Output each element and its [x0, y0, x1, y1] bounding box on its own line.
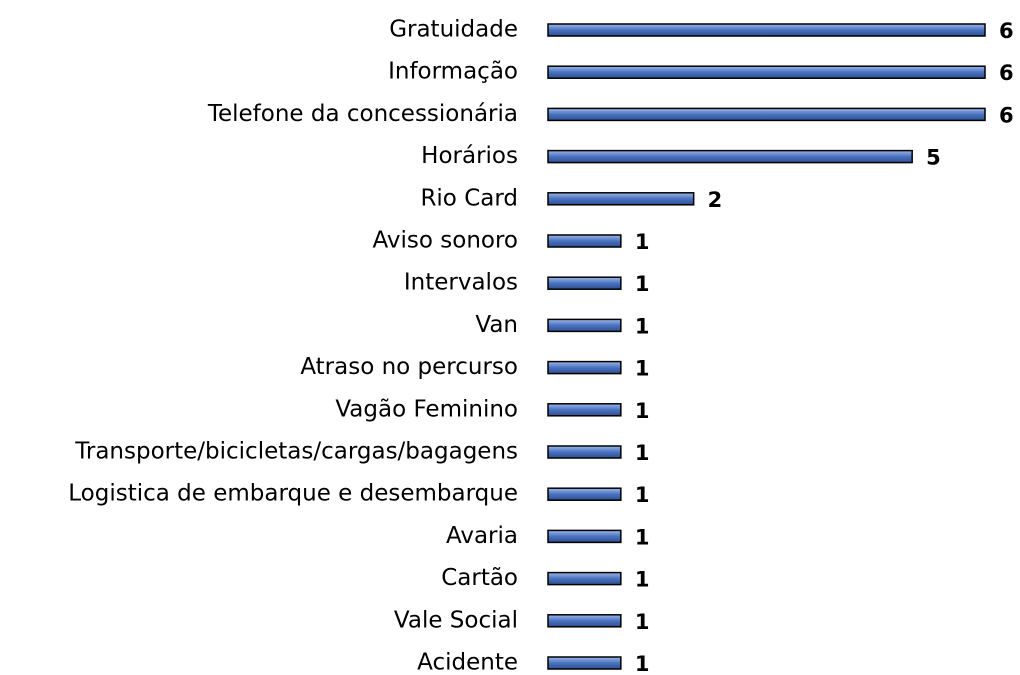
- value-label: 1: [635, 399, 650, 423]
- category-label: Vagão Feminino: [335, 396, 518, 422]
- bar: [547, 318, 622, 333]
- value-label: 1: [635, 357, 650, 381]
- bar: [547, 403, 622, 417]
- value-label: 1: [635, 441, 650, 465]
- value-label: 2: [708, 188, 723, 212]
- bar: [547, 276, 622, 290]
- bar: [547, 571, 622, 586]
- category-label: Cartão: [441, 565, 518, 591]
- value-label: 1: [635, 610, 650, 634]
- bar: [547, 445, 622, 459]
- value-label: 1: [635, 568, 650, 592]
- category-label: Informação: [388, 59, 518, 85]
- bar: [547, 192, 695, 206]
- value-label: 6: [999, 19, 1014, 43]
- category-label: Atraso no percurso: [300, 354, 518, 380]
- category-label: Transporte/bicicletas/cargas/bagagens: [74, 439, 518, 465]
- category-label: Telefone da concessionária: [207, 101, 518, 127]
- bar: [547, 107, 986, 122]
- value-label: 1: [635, 652, 650, 675]
- category-label: Rio Card: [420, 185, 518, 211]
- bar: [547, 656, 622, 670]
- category-label: Van: [475, 312, 518, 338]
- category-label: Gratuidade: [389, 17, 518, 43]
- bar: [547, 529, 622, 544]
- value-label: 1: [635, 314, 650, 338]
- value-label: 1: [635, 272, 650, 296]
- category-label: Avaria: [446, 523, 518, 549]
- value-label: 1: [635, 230, 650, 254]
- bar: [547, 149, 913, 164]
- bar: [547, 23, 986, 37]
- bar: [547, 487, 622, 501]
- bar: [547, 614, 622, 628]
- category-label: Logistica de embarque e desembarque: [68, 481, 518, 507]
- bar: [547, 65, 986, 79]
- value-label: 1: [635, 483, 650, 507]
- category-label: Intervalos: [404, 270, 518, 296]
- category-label: Acidente: [417, 650, 518, 675]
- value-label: 5: [926, 146, 941, 170]
- value-label: 1: [635, 525, 650, 549]
- bar: [547, 360, 622, 375]
- value-label: 6: [999, 61, 1014, 85]
- category-label: Vale Social: [394, 607, 518, 633]
- value-label: 6: [999, 103, 1014, 127]
- bar: [547, 234, 622, 248]
- category-label: Aviso sonoro: [373, 228, 518, 254]
- category-label: Horários: [421, 143, 518, 169]
